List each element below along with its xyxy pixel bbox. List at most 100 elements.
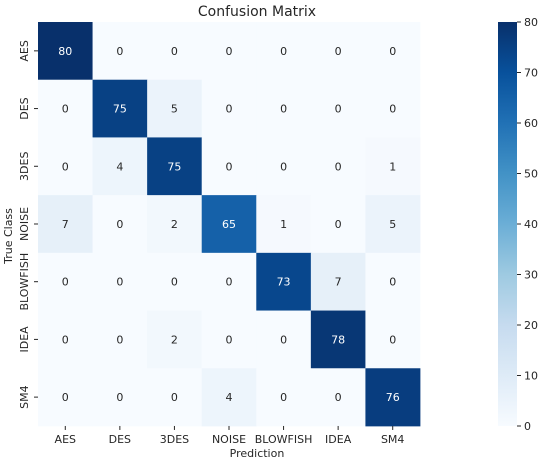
heatmap-cell [365,137,421,196]
colorbar-ticks: 0 10 20 30 40 50 60 70 80 [517,16,538,433]
cell-value-label: 0 [335,391,342,404]
cell-value-label: 0 [389,276,396,289]
cell-value-label: 5 [171,103,178,116]
colorbar-tick-label: 10 [524,370,538,383]
heatmap-cell [365,22,421,81]
heatmap-cell [38,79,93,138]
heatmap-cell [310,137,366,196]
cell-value-label: 0 [280,333,287,346]
heatmap-cell [310,310,366,369]
heatmap-cell [147,195,203,254]
heatmap-cell [201,79,257,138]
heatmap-cell [365,252,421,311]
cell-value-label: 0 [225,160,232,173]
heatmap-cell [92,22,148,81]
heatmap-cell [256,310,312,369]
cell-value-label: 75 [167,160,181,173]
heatmap-cell [92,79,148,138]
cell-value-label: 75 [113,103,127,116]
heatmap-cell [147,368,203,427]
cell-value-label: 0 [62,333,69,346]
cell-value-label: 0 [225,45,232,58]
heatmap-cell [256,137,312,196]
x-tick-label: BLOWFISH [255,433,313,446]
heatmap-cell [38,137,93,196]
x-tick-label: SM4 [381,433,404,446]
cell-value-label: 73 [277,276,291,289]
colorbar-tick-label: 70 [524,67,538,80]
heatmap-cells: 80 0 0 0 0 0 00 75 5 0 0 0 00 4 75 0 0 0 17 0 2 65 1 0 50 0 0 0 73 7 0… [38,22,421,427]
heatmap-cell [147,310,203,369]
cell-value-label: 0 [335,103,342,116]
cell-value-label: 0 [171,391,178,404]
y-tick-label: DES [18,97,31,119]
heatmap-cell [310,368,366,427]
heatmap-cell [38,22,93,81]
heatmap-cell [147,79,203,138]
cell-value-label: 0 [116,218,123,231]
colorbar-tick-label: 60 [524,117,538,130]
cell-value-label: 4 [225,391,232,404]
heatmap-cell [201,195,257,254]
cell-value-label: 7 [62,218,69,231]
cell-value-label: 7 [335,276,342,289]
heatmap-cell [92,368,148,427]
cell-value-label: 2 [171,333,178,346]
heatmap-cell [310,79,366,138]
cell-value-label: 0 [116,391,123,404]
colorbar [498,22,517,426]
y-tick-label: BLOWFISH [18,253,31,311]
cell-value-label: 0 [116,333,123,346]
cell-value-label: 5 [389,218,396,231]
heatmap-cell [365,79,421,138]
cell-value-label: 0 [62,276,69,289]
y-tick-label: NOISE [18,207,31,241]
cell-value-label: 0 [225,103,232,116]
heatmap-cell [201,137,257,196]
y-axis-label: True Class [2,208,15,265]
cell-value-label: 0 [62,160,69,173]
heatmap-cell [92,195,148,254]
cell-value-label: 0 [225,276,232,289]
cell-value-label: 0 [171,276,178,289]
colorbar-tick-label: 40 [524,218,538,231]
colorbar-tick-label: 20 [524,319,538,332]
heatmap-cell [256,79,312,138]
y-tick-label: 3DES [18,152,31,181]
cell-value-label: 1 [389,160,396,173]
cell-value-label: 0 [335,160,342,173]
cell-value-label: 4 [116,160,123,173]
heatmap-cell [201,368,257,427]
cell-value-label: 0 [280,391,287,404]
cell-value-label: 0 [171,45,178,58]
cell-value-label: 0 [389,45,396,58]
heatmap-cell [92,137,148,196]
heatmap-cell [201,22,257,81]
cell-value-label: 0 [280,160,287,173]
colorbar-tick-label: 30 [524,269,538,282]
cell-value-label: 80 [58,45,72,58]
cell-value-label: 65 [222,218,236,231]
cell-value-label: 0 [116,276,123,289]
x-tick-label: IDEA [325,433,352,446]
heatmap-cell [310,195,366,254]
x-tick-label: AES [55,433,76,446]
heatmap-cell [38,252,93,311]
heatmap-cell [201,252,257,311]
cell-value-label: 0 [280,103,287,116]
cell-value-label: 0 [62,391,69,404]
colorbar-tick-label: 0 [524,420,531,433]
cell-value-label: 0 [116,45,123,58]
cell-value-label: 0 [280,45,287,58]
cell-value-label: 0 [335,45,342,58]
cell-value-label: 1 [280,218,287,231]
heatmap-cell [201,310,257,369]
heatmap-cell [147,137,203,196]
x-axis-ticks: AES DES 3DES NOISE BLOWFISH IDEA SM4 [55,425,404,446]
heatmap-cell [365,368,421,427]
cell-value-label: 0 [225,333,232,346]
heatmap-cell [365,310,421,369]
cell-value-label: 76 [386,391,400,404]
